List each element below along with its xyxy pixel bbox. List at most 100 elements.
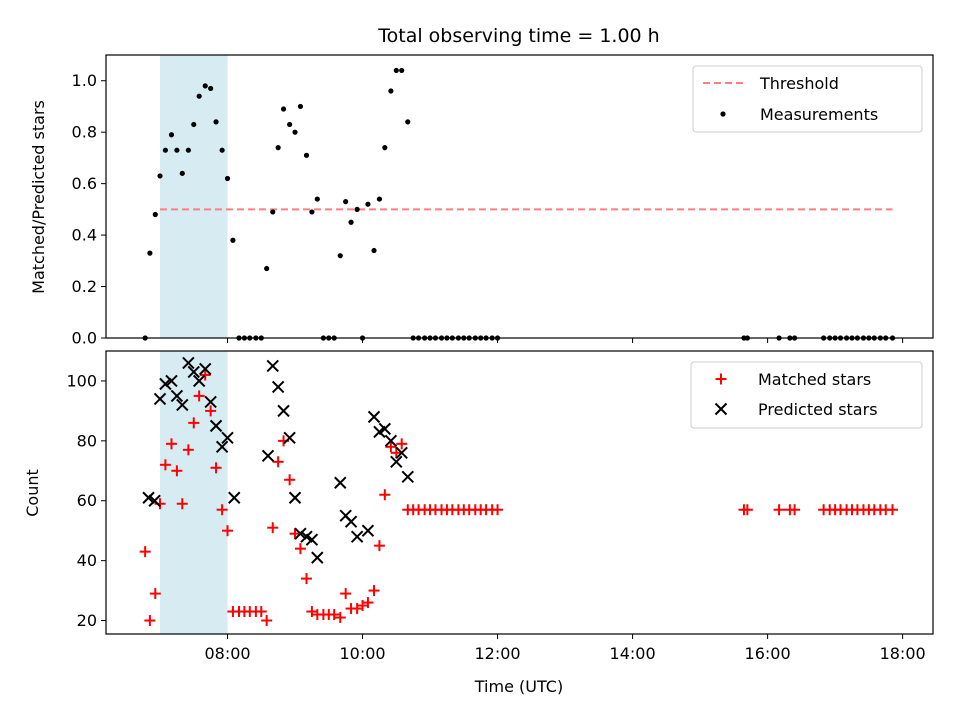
matched-point — [205, 405, 217, 417]
measurement-point — [371, 247, 377, 254]
top-ytick-label: 0.8 — [72, 123, 97, 142]
measurement-point — [297, 103, 304, 110]
measurement-point — [152, 211, 158, 218]
bottom-x-ticks: 08:00 10:00 12:00 14:00 16:00 18:00 — [204, 634, 926, 663]
matched-point — [193, 390, 205, 402]
bottom-legend: Matched stars Predicted stars — [690, 361, 923, 429]
top-legend: Threshold Measurements — [692, 65, 923, 133]
measurement-point — [264, 265, 270, 272]
measurement-point — [354, 206, 360, 212]
matched-point — [255, 606, 267, 618]
matched-point — [340, 588, 352, 600]
predicted-point — [294, 527, 307, 540]
matched-point — [396, 438, 408, 450]
predicted-point — [390, 455, 403, 469]
predicted-point — [350, 530, 364, 543]
predicted-point — [142, 491, 155, 504]
measurement-point — [303, 152, 310, 158]
predicted-point — [271, 380, 285, 394]
bottom-predicted-points — [142, 356, 414, 564]
matched-point — [216, 504, 228, 516]
measurement-point — [185, 147, 191, 153]
measurement-point — [314, 196, 320, 202]
predicted-point — [311, 551, 324, 564]
predicted-point — [261, 449, 275, 463]
matched-point — [182, 444, 194, 456]
bottom-xtick-label: 18:00 — [880, 644, 926, 663]
top-title: Total observing time = 1.00 h — [377, 25, 659, 47]
matched-point — [294, 543, 306, 555]
top-ytick-label: 0.2 — [72, 277, 97, 296]
bottom-ytick-label: 80 — [77, 431, 97, 450]
predicted-point — [401, 470, 414, 483]
matched-point — [289, 528, 301, 540]
matched-point — [210, 462, 222, 474]
predicted-point — [170, 389, 184, 403]
predicted-point — [148, 494, 161, 507]
matched-point — [385, 441, 397, 453]
bottom-ytick-label: 60 — [77, 491, 97, 510]
bottom-xtick-label: 10:00 — [339, 644, 385, 663]
matched-point — [165, 438, 177, 450]
measurement-point — [393, 67, 399, 74]
predicted-point — [159, 377, 172, 391]
matched-point — [379, 489, 391, 501]
predicted-point — [228, 491, 241, 504]
predicted-point — [199, 362, 212, 376]
predicted-point — [266, 359, 279, 373]
top-axes-frame — [105, 54, 934, 339]
predicted-point — [192, 374, 206, 388]
predicted-point — [334, 476, 347, 489]
matched-point — [199, 369, 211, 381]
predicted-point — [384, 434, 398, 448]
predicted-point — [288, 491, 302, 504]
top-highlight-span — [160, 55, 228, 338]
bottom-x-axis-label: Time (UTC) — [474, 677, 563, 696]
legend-matched-plus — [715, 373, 727, 385]
top-ytick-label: 0.4 — [72, 226, 97, 245]
matched-point — [773, 504, 785, 516]
legend-matched-marker — [715, 373, 727, 385]
measurement-point — [287, 121, 293, 128]
top-x-ticks — [227, 338, 904, 343]
predicted-point — [378, 422, 392, 436]
legend-measurement-marker — [720, 111, 726, 117]
bottom-axes-frame — [105, 350, 934, 635]
measurement-point — [337, 253, 343, 259]
top-ytick-label: 0.0 — [72, 329, 97, 348]
top-y-ticks: 0.0 0.2 0.4 0.6 0.8 1.0 — [72, 71, 106, 348]
measurement-point — [388, 88, 394, 94]
matched-point — [301, 573, 313, 585]
bottom-xtick-label: 12:00 — [475, 644, 521, 663]
matched-point — [171, 465, 183, 477]
legend-predicted-marker — [714, 402, 728, 416]
matched-point — [334, 612, 346, 624]
legend-measurement-label: Measurements — [760, 105, 878, 124]
legend-threshold-label: Threshold — [759, 74, 839, 93]
matched-point — [149, 588, 161, 600]
measurement-point — [179, 170, 185, 176]
measurement-point — [208, 85, 214, 92]
measurement-point — [213, 119, 219, 125]
measurement-point — [147, 250, 153, 256]
measurement-point — [382, 145, 388, 151]
measurement-point — [399, 67, 405, 74]
predicted-point — [361, 524, 375, 537]
measurement-point — [292, 129, 298, 135]
top-ytick-label: 0.6 — [72, 174, 97, 193]
matched-point — [368, 585, 380, 597]
predicted-point — [209, 419, 223, 433]
measurement-point — [275, 145, 281, 151]
bottom-legend-box — [690, 361, 923, 429]
measurement-point — [157, 173, 163, 179]
measurement-point — [230, 237, 236, 243]
matched-point — [284, 474, 296, 486]
measurement-point — [196, 93, 202, 99]
predicted-point — [221, 431, 234, 445]
measurement-point — [224, 175, 231, 182]
matched-point — [159, 459, 171, 471]
measurement-point — [376, 196, 383, 202]
measurement-point — [348, 219, 354, 225]
measurement-point — [309, 209, 315, 215]
